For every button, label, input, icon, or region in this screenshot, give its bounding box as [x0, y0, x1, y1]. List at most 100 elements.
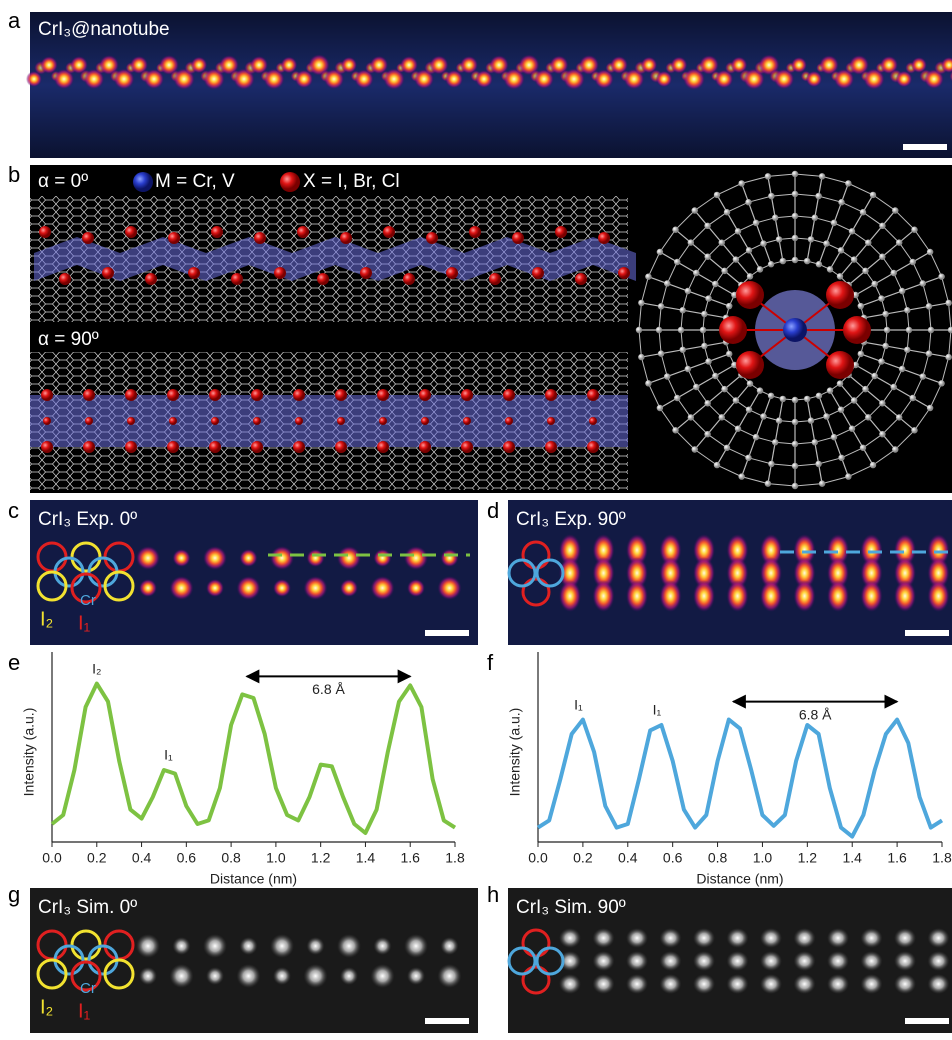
halide-atom	[421, 417, 429, 425]
carbon-atom	[747, 273, 753, 279]
carbon-atom	[735, 228, 741, 234]
halide-atom	[547, 417, 555, 425]
carbon-atom	[849, 228, 855, 234]
halide-atom	[125, 389, 137, 401]
carbon-atom	[747, 380, 753, 386]
halide-atom	[209, 389, 221, 401]
carbon-atom	[792, 397, 798, 403]
carbon-atom	[714, 192, 720, 198]
carbon-atom	[721, 386, 727, 392]
atom-spot	[928, 974, 950, 994]
carbon-atom	[827, 266, 833, 272]
carbon-atom	[768, 193, 774, 199]
halide-atom	[254, 232, 266, 244]
halide-atom	[168, 232, 180, 244]
carbon-atom	[719, 414, 725, 420]
halide-atom	[41, 441, 53, 453]
halide-atom	[587, 441, 599, 453]
atom-spot	[861, 974, 883, 994]
atom-spot	[304, 964, 328, 988]
atom-spot	[827, 580, 849, 612]
atom-spot	[626, 951, 648, 971]
profile-curve	[52, 684, 455, 833]
atom-spot	[559, 580, 581, 612]
carbon-atom	[838, 455, 844, 461]
halide-atom	[39, 226, 51, 238]
carbon-atom	[680, 307, 686, 313]
carbon-atom	[920, 280, 926, 286]
atom-spot	[170, 576, 194, 600]
carbon-atom	[685, 288, 691, 294]
halide-atom	[297, 226, 309, 238]
atom-spot	[237, 576, 261, 600]
halide-atom	[419, 441, 431, 453]
halide-atom	[317, 273, 329, 285]
carbon-atom	[735, 426, 741, 432]
carbon-atom	[664, 280, 670, 286]
atom-spot	[660, 974, 682, 994]
carbon-atom	[705, 295, 711, 301]
halide-atom	[295, 417, 303, 425]
atom-spot	[894, 928, 916, 948]
atom-spot	[307, 549, 325, 567]
carbon-atom	[745, 199, 751, 205]
halide-atom	[127, 417, 135, 425]
carbon-atom	[658, 350, 664, 356]
x-tick-label: 0.2	[87, 850, 107, 866]
atom-spot	[794, 928, 816, 948]
carbon-atom	[860, 445, 866, 451]
atom-spot	[760, 580, 782, 612]
panel-title: CrI₃ Exp. 0º	[38, 509, 137, 530]
carbon-atom	[808, 417, 814, 423]
halide-atom	[251, 389, 263, 401]
carbon-atom	[938, 380, 944, 386]
atom-spot	[273, 579, 291, 597]
carbon-atom	[804, 396, 810, 402]
chain-band	[30, 395, 628, 447]
carbon-atom	[896, 239, 902, 245]
carbon-atom	[760, 413, 766, 419]
carbon-atom	[638, 300, 644, 306]
peak-label: I₂	[92, 660, 101, 676]
atom-spot	[438, 576, 462, 600]
halide-atom	[167, 441, 179, 453]
carbon-atom	[831, 220, 837, 226]
carbon-atom	[891, 384, 897, 390]
carbon-atom	[792, 441, 798, 447]
carbon-atom	[726, 303, 732, 309]
carbon-atom	[768, 393, 774, 399]
halide-atom	[377, 441, 389, 453]
atom-spot	[206, 967, 224, 985]
x-tick-label: 0.0	[528, 850, 548, 866]
atom-spot	[139, 967, 157, 985]
carbon-atom	[645, 273, 651, 279]
carbon-atom	[792, 191, 798, 197]
carbon-atom	[772, 215, 778, 221]
carbon-atom	[819, 173, 825, 179]
atom-spot	[173, 937, 191, 955]
atom-spot	[407, 967, 425, 985]
atom-spot	[727, 974, 749, 994]
carbon-atom	[870, 192, 876, 198]
panel-title: CrI₃@nanotube	[38, 19, 170, 40]
carbon-atom	[945, 354, 951, 360]
halide-atom	[188, 267, 200, 279]
carbon-atom	[927, 249, 933, 255]
halide-atom	[461, 389, 473, 401]
carbon-atom	[851, 397, 857, 403]
carbon-atom	[664, 373, 670, 379]
carbon-atom	[738, 473, 744, 479]
halide-atom	[446, 267, 458, 279]
halide-atom	[211, 417, 219, 425]
carbon-atom	[746, 247, 752, 253]
panel-title: CrI₃ Exp. 90º	[516, 509, 626, 530]
carbon-atom	[792, 483, 798, 489]
atom-spot	[173, 549, 191, 567]
carbon-atom	[871, 281, 877, 287]
atom-spot	[861, 951, 883, 971]
carbon-atom	[700, 327, 706, 333]
atom-spot	[307, 937, 325, 955]
atom-spot	[559, 974, 581, 994]
carbon-atom	[819, 480, 825, 486]
carbon-atom	[804, 258, 810, 264]
